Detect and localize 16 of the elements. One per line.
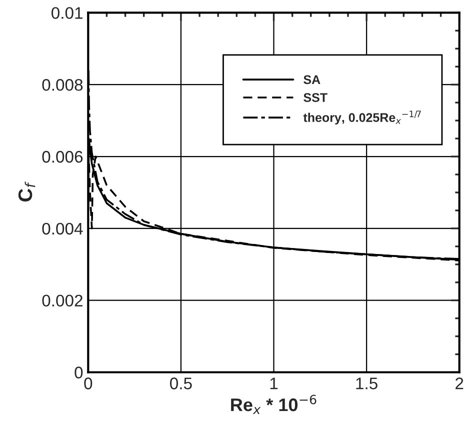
legend-label: SA bbox=[304, 75, 320, 84]
x-tick-label: 2 bbox=[456, 378, 464, 390]
y-tick-label: 0 bbox=[74, 366, 83, 378]
y-tick-label: 0.004 bbox=[42, 222, 83, 235]
y-tick-label: 0.002 bbox=[42, 294, 82, 307]
x-tick-label: 1 bbox=[270, 378, 278, 390]
y-axis-title: C$_{f}$ bbox=[18, 182, 36, 202]
y-tick-label: 0.006 bbox=[42, 150, 83, 163]
x-tick-label: 0.5 bbox=[170, 378, 192, 390]
y-tick-label: 0.008 bbox=[42, 79, 83, 91]
x-tick-label: 0 bbox=[84, 378, 92, 390]
x-tick-label: 1.5 bbox=[356, 378, 378, 390]
y-tick-label: 0.01 bbox=[52, 7, 82, 19]
legend-label: theory, 0.025Re$_{x}$$^{−1/7}$ bbox=[303, 110, 421, 124]
x-axis-title: Re$_{x}$ * 10$^{−6}$ bbox=[231, 394, 316, 414]
legend-label: SST bbox=[304, 93, 328, 102]
